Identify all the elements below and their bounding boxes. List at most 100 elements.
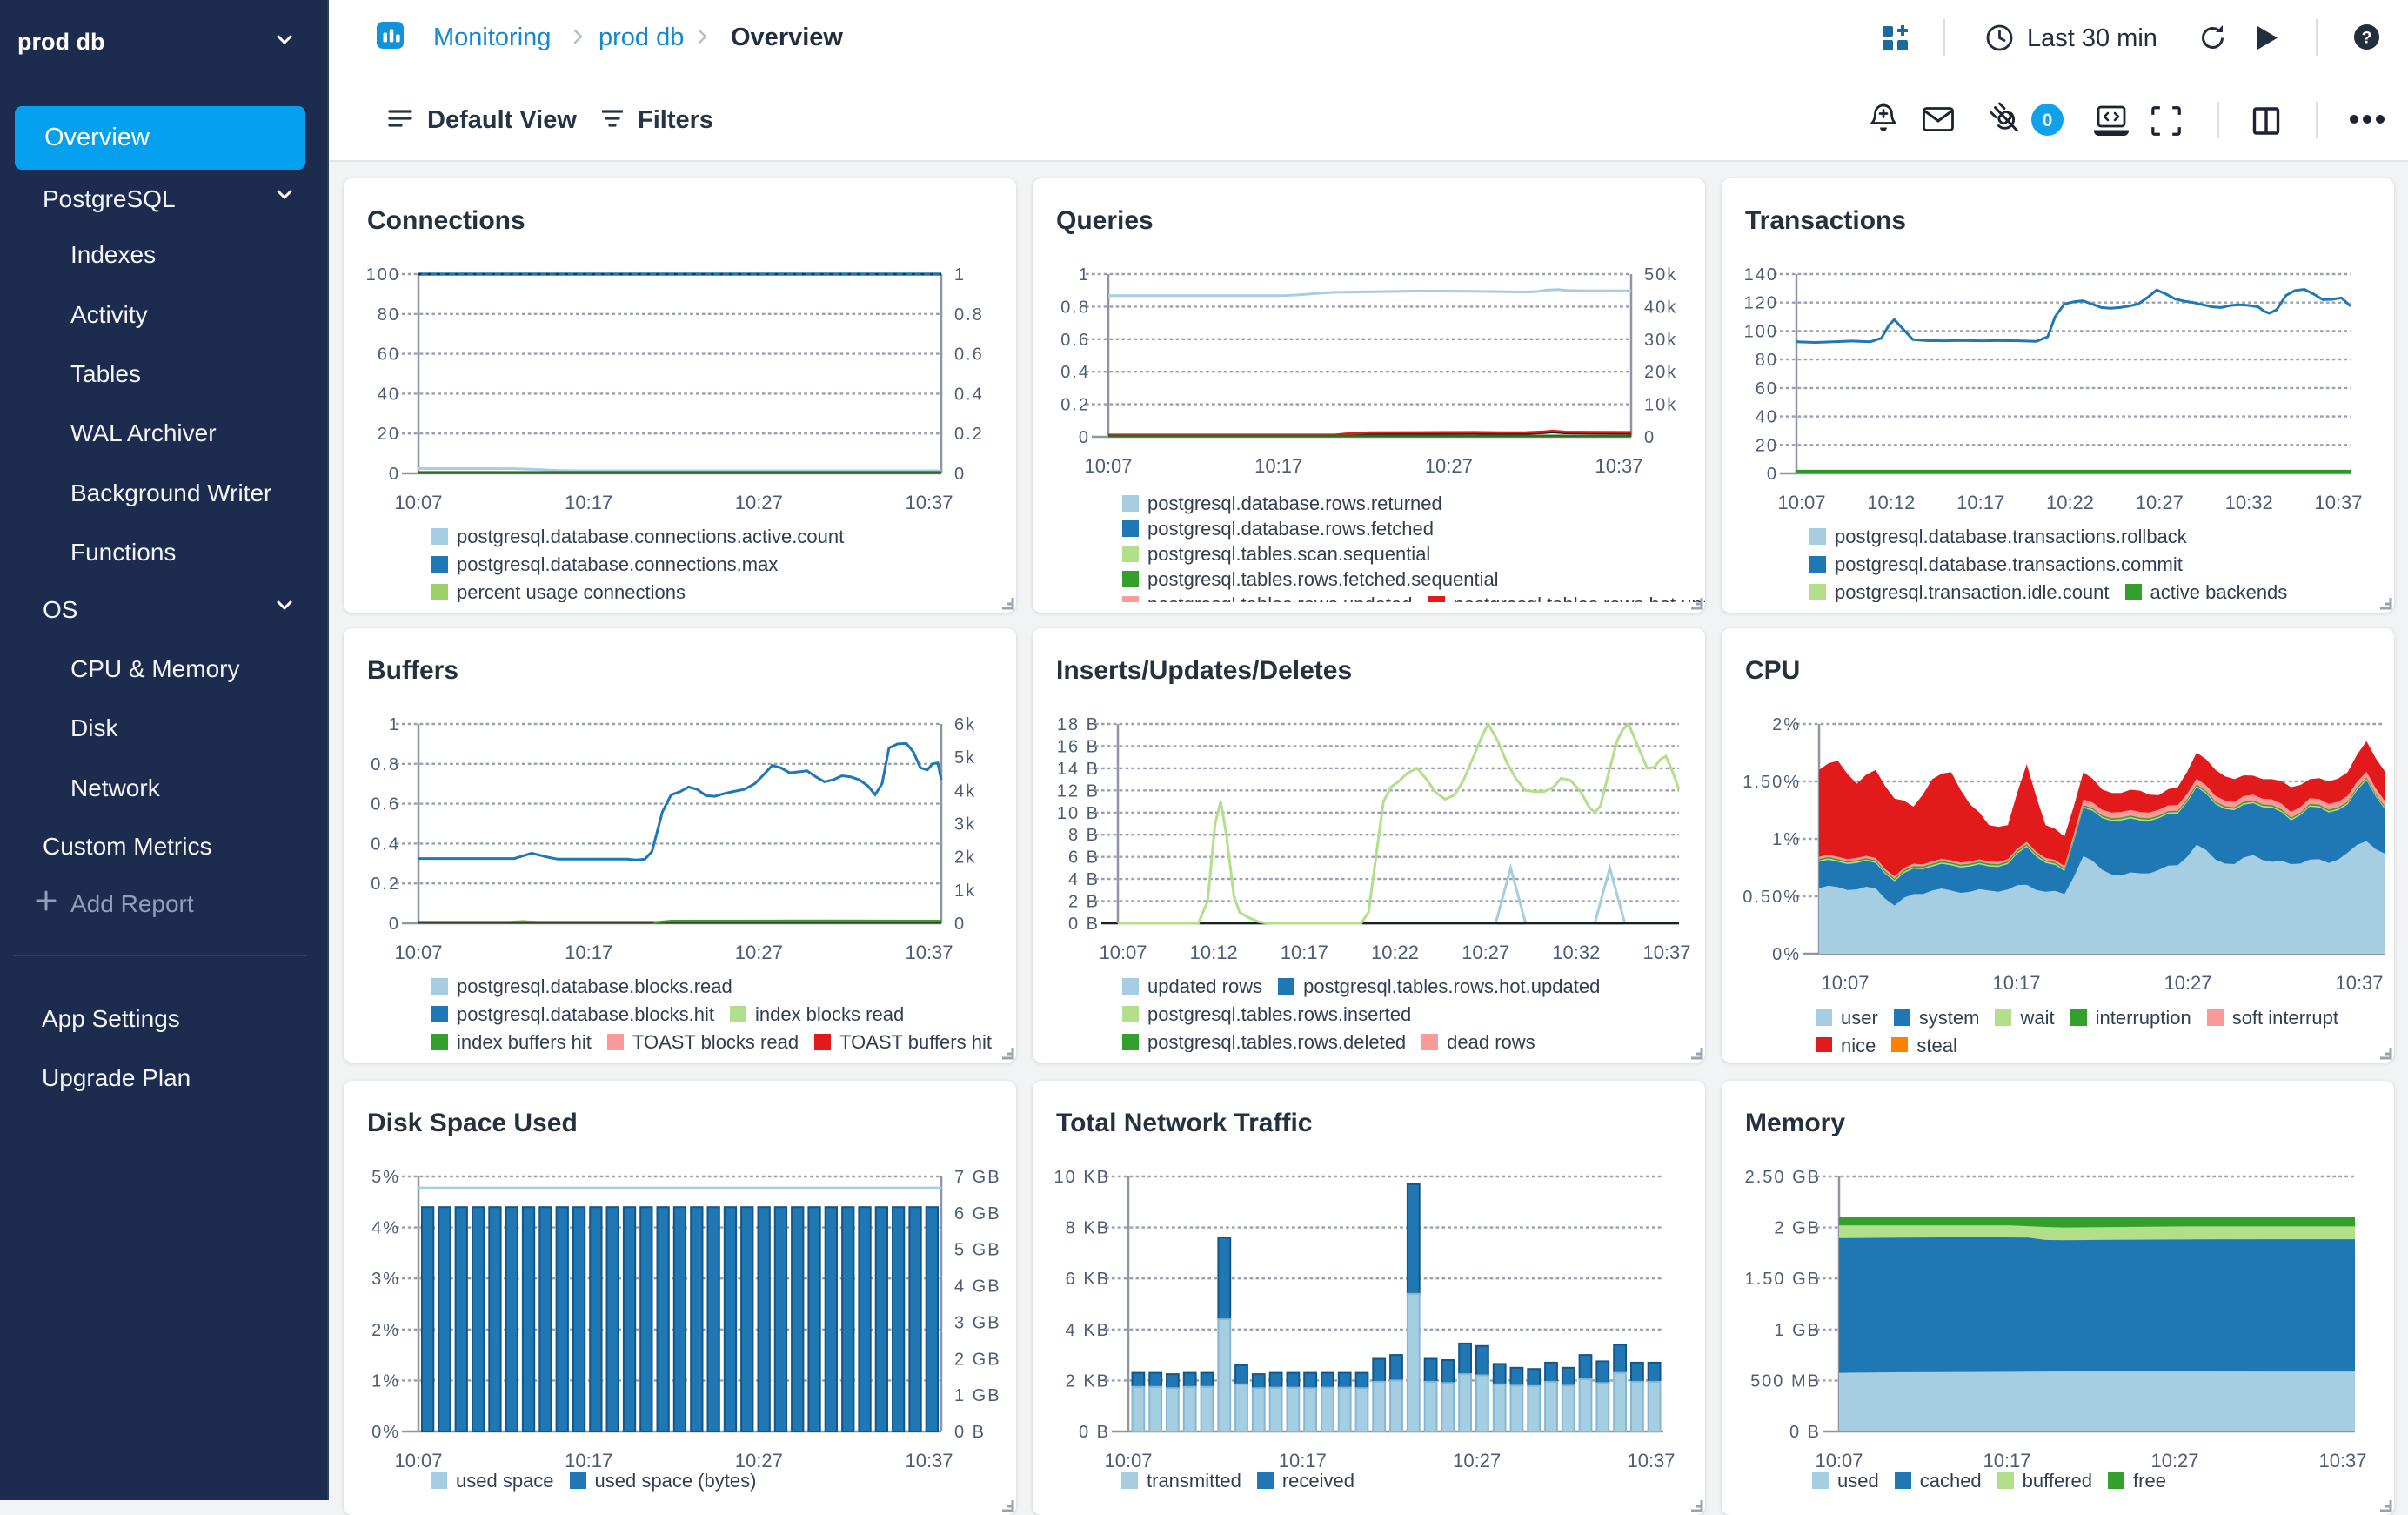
svg-text:10:32: 10:32 [2225,492,2273,513]
svg-text:20: 20 [1756,436,1778,455]
svg-text:0.8: 0.8 [371,755,400,774]
svg-text:3k: 3k [954,815,976,835]
svg-text:4 B: 4 B [1068,870,1100,889]
svg-text:60: 60 [378,345,400,365]
svg-text:2%: 2% [371,1321,400,1340]
svg-text:40k: 40k [1644,298,1677,317]
svg-text:2.50 GB: 2.50 GB [1745,1168,1821,1187]
svg-text:6 GB: 6 GB [954,1204,1001,1223]
svg-text:0.4: 0.4 [954,385,984,404]
svg-text:1%: 1% [1772,830,1801,849]
svg-text:10:07: 10:07 [394,942,442,963]
svg-text:1 GB: 1 GB [1774,1321,1821,1340]
svg-text:100: 100 [366,265,400,285]
svg-text:0 B: 0 B [954,1423,986,1442]
svg-text:2 GB: 2 GB [954,1350,1001,1369]
svg-text:2 KB: 2 KB [1066,1371,1110,1391]
svg-text:0 B: 0 B [1079,1423,1110,1442]
svg-text:4k: 4k [954,781,976,801]
svg-text:0: 0 [2043,111,2053,131]
svg-text:10:37: 10:37 [1627,1450,1675,1471]
svg-text:10:17: 10:17 [1992,972,2040,994]
svg-text:10:22: 10:22 [2046,492,2094,513]
svg-text:10:27: 10:27 [2164,972,2211,994]
svg-text:6 B: 6 B [1068,848,1100,868]
svg-text:0.50%: 0.50% [1742,888,1801,907]
svg-text:10:07: 10:07 [1777,492,1825,513]
svg-text:30k: 30k [1644,331,1677,350]
svg-text:10:07: 10:07 [1099,942,1147,963]
svg-text:10:12: 10:12 [1190,942,1238,963]
svg-text:0.6: 0.6 [954,345,984,365]
svg-text:0: 0 [1767,465,1778,484]
svg-text:0: 0 [1079,428,1090,447]
svg-text:2k: 2k [954,848,976,868]
svg-text:140: 140 [1744,265,1778,285]
svg-text:20k: 20k [1644,363,1677,382]
svg-text:10:07: 10:07 [1084,455,1132,477]
svg-text:10:27: 10:27 [735,942,783,963]
svg-text:80: 80 [378,305,400,325]
svg-text:0: 0 [954,915,966,934]
svg-text:10:32: 10:32 [1552,942,1600,963]
svg-text:60: 60 [1756,379,1778,399]
svg-text:0.6: 0.6 [1060,331,1090,350]
svg-text:50k: 50k [1644,265,1677,285]
svg-text:1%: 1% [371,1371,400,1391]
svg-text:6 KB: 6 KB [1066,1270,1110,1289]
svg-text:10:37: 10:37 [1642,942,1690,963]
svg-text:0 B: 0 B [1789,1423,1821,1442]
svg-text:120: 120 [1744,294,1778,313]
svg-text:0%: 0% [371,1423,400,1442]
svg-text:10:22: 10:22 [1371,942,1419,963]
svg-text:4 KB: 4 KB [1066,1321,1110,1340]
svg-text:0.4: 0.4 [371,835,400,854]
svg-text:1: 1 [389,715,400,734]
svg-text:0.6: 0.6 [371,795,400,814]
svg-text:10:07: 10:07 [394,1450,442,1471]
svg-text:1.50%: 1.50% [1742,773,1801,792]
svg-text:7 GB: 7 GB [954,1168,1001,1187]
svg-text:10:17: 10:17 [1281,942,1328,963]
svg-text:0.2: 0.2 [371,875,400,894]
svg-text:0.8: 0.8 [1060,298,1090,317]
svg-text:10:37: 10:37 [905,492,953,513]
svg-text:10k: 10k [1644,396,1677,415]
svg-text:8 B: 8 B [1068,826,1100,845]
svg-text:16 B: 16 B [1057,737,1100,756]
svg-text:10:37: 10:37 [905,1450,953,1471]
svg-text:2%: 2% [1772,715,1801,734]
svg-text:0.8: 0.8 [954,305,984,325]
svg-text:1k: 1k [954,882,976,901]
svg-text:20: 20 [378,425,400,444]
svg-text:5k: 5k [954,748,976,768]
svg-text:10:27: 10:27 [1425,455,1473,477]
svg-text:10:07: 10:07 [1104,1450,1152,1471]
svg-text:10:07: 10:07 [394,492,442,513]
svg-text:0: 0 [389,915,400,934]
svg-text:10:27: 10:27 [735,1450,783,1471]
svg-text:10:17: 10:17 [1279,1450,1327,1471]
svg-text:2 GB: 2 GB [1774,1219,1821,1238]
svg-text:1: 1 [954,265,966,285]
svg-text:10:37: 10:37 [2318,1450,2366,1471]
svg-text:10:37: 10:37 [2314,492,2362,513]
svg-text:10:17: 10:17 [565,1450,612,1471]
svg-text:40: 40 [1756,408,1778,427]
svg-text:0 B: 0 B [1068,915,1100,934]
svg-text:0: 0 [389,465,400,484]
svg-text:10:37: 10:37 [1595,455,1642,477]
svg-text:0%: 0% [1772,945,1801,964]
svg-text:10:27: 10:27 [1462,942,1509,963]
svg-text:18 B: 18 B [1057,715,1100,734]
svg-text:10:27: 10:27 [735,492,783,513]
svg-text:10:37: 10:37 [905,942,953,963]
svg-text:10:12: 10:12 [1867,492,1915,513]
svg-text:3 GB: 3 GB [954,1313,1001,1332]
svg-text:500 MB: 500 MB [1750,1371,1821,1391]
svg-text:0: 0 [1644,428,1656,447]
svg-text:4%: 4% [371,1219,400,1238]
svg-text:5 GB: 5 GB [954,1241,1001,1260]
svg-text:10:17: 10:17 [1956,492,2004,513]
svg-text:10:17: 10:17 [1254,455,1302,477]
